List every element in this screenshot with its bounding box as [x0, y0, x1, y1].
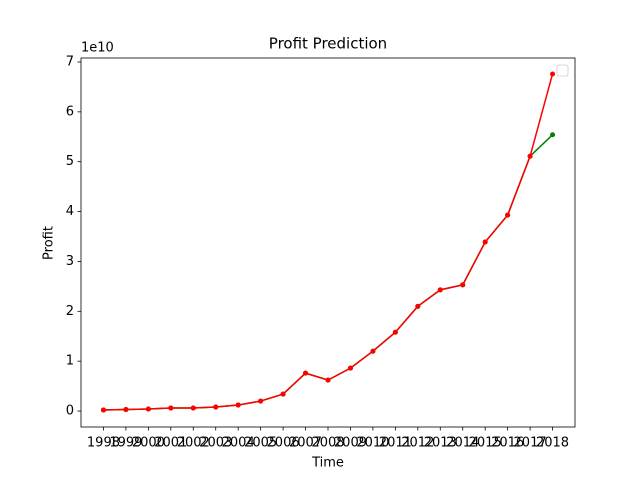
- point: [415, 303, 421, 309]
- x-tick-label: 2016: [491, 436, 524, 451]
- x-tick-label: 2003: [199, 436, 232, 451]
- y-tick-label: 3: [66, 254, 74, 269]
- x-tick-label: 2007: [289, 436, 322, 451]
- chart-title: Profit Prediction: [269, 35, 387, 53]
- y-tick-label: 5: [66, 154, 74, 169]
- point: [347, 365, 353, 371]
- point: [437, 287, 443, 293]
- point: [460, 282, 466, 288]
- x-tick-label: 1999: [109, 436, 142, 451]
- x-axis-label: Time: [311, 456, 344, 471]
- x-tick-label: 2010: [356, 436, 389, 451]
- x-tick-label: 2001: [154, 436, 187, 451]
- legend: [556, 64, 569, 77]
- x-tick-label: 2015: [469, 436, 502, 451]
- y-tick-label: 2: [66, 304, 74, 319]
- point: [527, 153, 533, 159]
- x-tick-label: 2004: [222, 436, 255, 451]
- y-tick-label: 0: [66, 404, 74, 419]
- y-tick-label: 4: [66, 204, 74, 219]
- x-tick-label: 2008: [311, 436, 344, 451]
- point: [303, 370, 309, 376]
- plot-frame: [80, 57, 576, 428]
- point: [190, 405, 196, 411]
- x-tick-label: 2017: [514, 436, 547, 451]
- x-tick-label: 2005: [244, 436, 277, 451]
- point: [482, 239, 488, 245]
- y-tick-label: 1: [66, 354, 74, 369]
- point: [280, 391, 286, 397]
- y-tick-label: 6: [66, 104, 74, 119]
- y-tick-label: 7: [66, 54, 74, 69]
- x-tick-label: 2014: [446, 436, 479, 451]
- y-offset-label: 1e10: [81, 41, 114, 56]
- point: [123, 407, 129, 413]
- point: [370, 348, 376, 354]
- y-axis-label: Profit: [42, 226, 57, 260]
- point: [100, 407, 106, 413]
- point: [168, 405, 174, 411]
- point: [550, 132, 556, 138]
- x-tick-label: 2000: [132, 436, 165, 451]
- x-tick-label: 2002: [177, 436, 210, 451]
- point: [235, 402, 241, 408]
- x-tick-label: 2012: [401, 436, 434, 451]
- point: [145, 406, 151, 412]
- x-tick-label: 2006: [267, 436, 300, 451]
- point: [258, 398, 264, 404]
- x-tick-label: 2018: [536, 436, 569, 451]
- point: [392, 329, 398, 335]
- x-tick-label: 1998: [87, 436, 120, 451]
- x-tick-label: 2009: [334, 436, 367, 451]
- point: [325, 377, 331, 383]
- point: [550, 71, 556, 77]
- point: [213, 404, 219, 410]
- x-tick-label: 2011: [379, 436, 412, 451]
- point: [505, 212, 511, 218]
- x-tick-label: 2013: [424, 436, 457, 451]
